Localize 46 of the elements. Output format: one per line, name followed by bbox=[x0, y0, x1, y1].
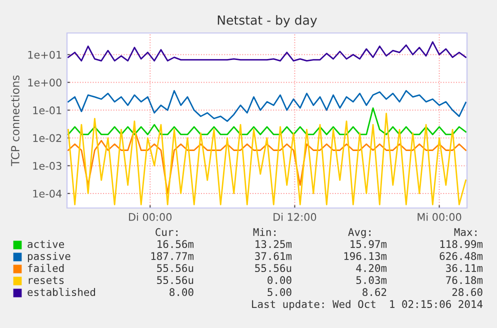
y-tick-label: 1e+01 bbox=[28, 50, 62, 59]
text: 16.56m bbox=[158, 240, 194, 248]
text: 55.56u bbox=[255, 264, 292, 272]
text: 0.00 bbox=[268, 276, 292, 284]
x-tick-label: Di 00:00 bbox=[129, 212, 172, 221]
x-tick-label: Mi 00:00 bbox=[418, 212, 462, 221]
text: 118.99m bbox=[440, 240, 483, 248]
text: 5.03m bbox=[356, 276, 387, 284]
text: 36.11m bbox=[446, 264, 483, 272]
text: 55.56u bbox=[157, 264, 194, 272]
legend-label: passive bbox=[28, 252, 70, 262]
text: 15.97m bbox=[350, 240, 387, 248]
text: 37.61m bbox=[255, 252, 292, 260]
text: 8.62 bbox=[362, 288, 386, 296]
legend-label: failed bbox=[28, 264, 64, 272]
legend-label: resets bbox=[28, 276, 64, 284]
legend-label: active bbox=[28, 240, 64, 248]
text: 187.77m bbox=[151, 252, 194, 260]
line-series bbox=[68, 90, 466, 122]
text: 626.48m bbox=[440, 252, 483, 260]
text: Avg: bbox=[348, 228, 370, 238]
y-tick-label: 1e-02 bbox=[33, 134, 62, 142]
text: 55.56u bbox=[157, 276, 194, 284]
text: Last update: Wed Oct 1 02:15:06 2014 bbox=[252, 300, 483, 310]
legend-label: established bbox=[28, 288, 96, 296]
line-series bbox=[68, 128, 466, 194]
text: 4.20m bbox=[356, 264, 387, 272]
text: 13.25m bbox=[256, 240, 292, 248]
text: 8.00 bbox=[170, 288, 194, 296]
y-tick-label: 1e-04 bbox=[33, 190, 62, 198]
line-series bbox=[68, 112, 466, 206]
chart-title: Netstat - by day bbox=[218, 15, 317, 28]
text: 5.00 bbox=[268, 288, 292, 296]
text: 196.13m bbox=[344, 252, 387, 260]
text: Cur: bbox=[156, 228, 178, 236]
y-axis-title: TCP connections bbox=[10, 75, 20, 166]
line-series bbox=[68, 107, 466, 136]
y-tick-label: 1e-03 bbox=[33, 162, 62, 170]
text: 28.60 bbox=[452, 288, 482, 296]
text: 76.18m bbox=[446, 276, 483, 284]
text: Min: bbox=[253, 228, 276, 236]
x-tick-label: Di 12:00 bbox=[274, 212, 316, 221]
text: Max: bbox=[454, 228, 476, 236]
y-tick-label: 1e+00 bbox=[28, 78, 62, 86]
line-series bbox=[68, 41, 466, 62]
y-tick-label: 1e-01 bbox=[33, 106, 62, 114]
